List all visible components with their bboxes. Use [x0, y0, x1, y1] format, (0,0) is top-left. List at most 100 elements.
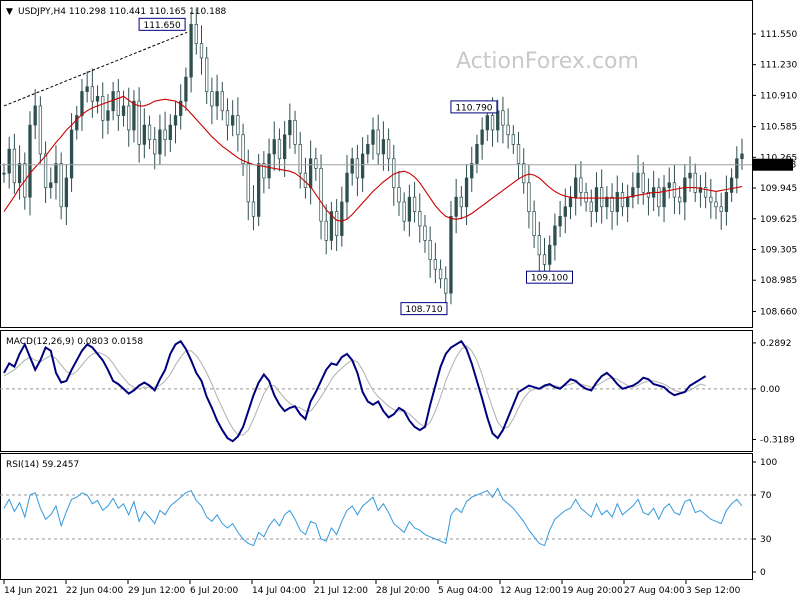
price-y-tick-label: 111.550: [760, 30, 797, 40]
price-candle: [527, 164, 531, 229]
x-tick-label: 14 Jun 2021: [4, 586, 58, 596]
price-candle: [262, 151, 266, 194]
price-y-tick-label: 109.625: [760, 215, 797, 225]
price-y-tick-label: 111.230: [760, 61, 797, 71]
x-tick-label: 14 Jul 04:00: [252, 586, 306, 596]
price-candle: [142, 108, 146, 159]
price-callout[interactable]: 110.790: [450, 100, 498, 114]
price-candle: [729, 168, 734, 202]
price-pane-header: USDJPY,H4 110.298 110.441 110.165 110.18…: [18, 7, 227, 17]
price-candle: [594, 172, 599, 223]
price-candle: [454, 178, 458, 234]
price-candle: [153, 127, 157, 170]
price-candle: [147, 115, 152, 150]
price-y-tick-label: 110.585: [760, 123, 797, 133]
price-candle: [553, 213, 557, 261]
price-callout[interactable]: 109.100: [526, 270, 574, 284]
price-callout[interactable]: 111.650: [138, 17, 186, 31]
current-price-label: 110.188: [759, 161, 796, 171]
price-candle: [662, 175, 666, 223]
macd-y-tick-label: 0.00: [760, 385, 780, 395]
price-candle: [506, 108, 510, 149]
price-callout[interactable]: 108.710: [400, 302, 448, 316]
price-candle: [631, 172, 635, 209]
price-candle: [459, 186, 464, 220]
price-candle: [589, 189, 593, 227]
price-candle: [677, 186, 682, 215]
price-candle: [522, 148, 526, 194]
price-candle: [433, 242, 438, 284]
rsi-y-tick-label: 30: [760, 535, 772, 545]
price-candle: [532, 200, 536, 249]
watermark: ActionForex.com: [456, 49, 639, 74]
price-candle: [272, 121, 276, 171]
macd-y-tick-label: -0.3189: [760, 435, 795, 445]
price-candle: [288, 103, 292, 149]
price-callout-label: 110.790: [455, 103, 492, 113]
rsi-y-tick-label: 70: [760, 491, 772, 501]
price-candle: [397, 170, 401, 216]
price-candle: [246, 149, 250, 221]
price-candle: [340, 186, 344, 247]
chart-header-arrow[interactable]: ▼: [6, 7, 13, 17]
price-candle: [85, 71, 89, 103]
price-candle: [293, 110, 297, 154]
price-candle: [412, 181, 417, 223]
price-candle: [334, 199, 339, 251]
price-candle: [205, 46, 209, 105]
price-candle: [236, 97, 240, 152]
price-candle: [574, 164, 578, 216]
price-candle: [329, 201, 334, 250]
price-candle: [667, 167, 671, 199]
price-candle: [199, 25, 204, 75]
price-candle: [438, 259, 443, 289]
price-callout-label: 111.650: [143, 21, 180, 31]
price-candle: [724, 175, 729, 226]
price-candle: [2, 163, 6, 183]
x-tick-label: 12 Aug 12:00: [500, 586, 561, 596]
price-candle: [714, 190, 718, 220]
moving-average-line: [3, 95, 743, 222]
price-candle: [605, 186, 609, 220]
price-candle: [600, 169, 604, 224]
price-y-tick-label: 109.945: [760, 184, 797, 194]
price-candle: [464, 164, 469, 226]
price-y-tick-label: 108.985: [760, 276, 797, 286]
price-candle: [64, 164, 69, 226]
price-layer: 111.650 110.790 109.100 108.710: [0, 8, 752, 316]
price-candle: [636, 154, 640, 205]
price-candle: [225, 98, 230, 141]
macd-signal-line: [3, 345, 706, 436]
macd-layer: [0, 339, 752, 443]
price-pane-frame: [0, 0, 753, 328]
price-candle: [371, 117, 375, 160]
price-candle: [319, 154, 323, 240]
rsi-y-tick-label: 0: [760, 568, 766, 578]
price-candle: [345, 154, 349, 219]
x-tick-label: 6 Jul 20:00: [190, 586, 239, 596]
trendline[interactable]: [3, 31, 188, 107]
price-candle: [251, 185, 256, 231]
price-candle: [402, 192, 406, 231]
price-candle: [179, 84, 183, 130]
price-candle: [381, 121, 386, 171]
price-candle: [620, 182, 625, 217]
current-price-tag: [753, 158, 793, 171]
price-candle: [693, 163, 697, 202]
price-y-tick-label: 110.265: [760, 153, 797, 163]
price-candle: [194, 8, 198, 55]
x-tick-label: 19 Aug 20:00: [562, 586, 623, 596]
x-tick-label: 22 Jun 04:00: [66, 586, 123, 596]
price-candle: [480, 117, 484, 160]
price-candle: [95, 85, 100, 114]
price-candle: [173, 101, 178, 144]
rsi-y-tick-label: 100: [760, 458, 777, 468]
price-callout-label: 109.100: [531, 274, 568, 284]
price-candle: [168, 114, 172, 153]
price-y-tick-label: 110.910: [760, 91, 797, 101]
price-candle: [220, 81, 224, 121]
price-candle: [282, 120, 287, 178]
price-candle: [610, 183, 614, 230]
